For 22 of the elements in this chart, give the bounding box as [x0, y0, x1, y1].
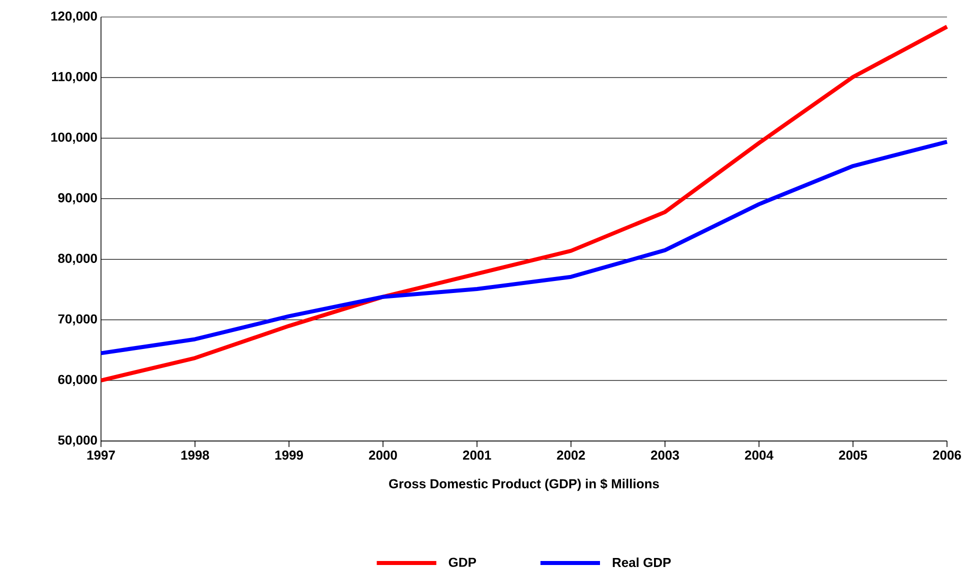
x-tick-label: 1997	[87, 450, 115, 460]
legend-label: Real GDP	[612, 558, 671, 568]
x-tick-label: 2006	[932, 450, 961, 460]
y-tick-label: 100,000	[51, 132, 97, 144]
x-tick-label: 2002	[556, 450, 585, 460]
x-tick-label: 2005	[838, 450, 868, 460]
y-tick-label: 60,000	[58, 374, 97, 386]
y-tick-label: 80,000	[58, 254, 97, 265]
y-tick-label: 90,000	[58, 193, 97, 204]
x-tick-label: 2003	[650, 450, 679, 460]
x-tick-label: 2004	[744, 450, 774, 460]
line-series	[99, 140, 949, 356]
y-tick-label: 120,000	[51, 11, 97, 23]
x-tick-label: 1998	[181, 450, 210, 460]
x-tick-label: 1999	[275, 450, 303, 460]
x-tick-label: 2001	[462, 450, 492, 460]
y-tick-label: 70,000	[58, 314, 97, 326]
y-tick-label: 50,000	[58, 435, 97, 447]
x-tick-label: 2000	[368, 450, 397, 460]
y-tick-label: 110,000	[52, 72, 97, 84]
x-axis-title: Gross Domestic Product (GDP) in $ Millions	[389, 478, 659, 491]
legend-label: GDP	[448, 558, 476, 567]
